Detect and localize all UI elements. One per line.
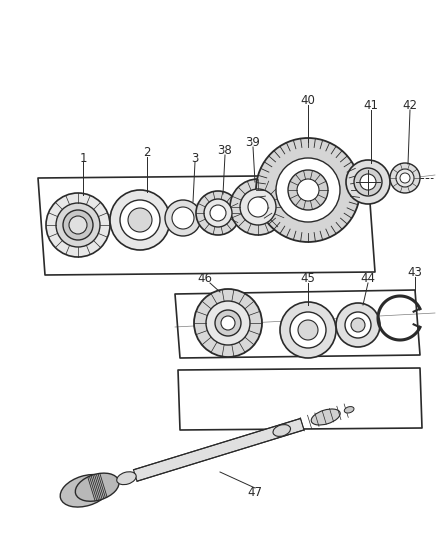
Polygon shape — [133, 418, 304, 481]
Circle shape — [230, 179, 285, 235]
Circle shape — [69, 216, 87, 234]
Circle shape — [56, 203, 100, 247]
Circle shape — [194, 289, 261, 357]
Text: 47: 47 — [247, 487, 262, 499]
Circle shape — [63, 210, 93, 240]
Circle shape — [172, 207, 194, 229]
Circle shape — [287, 170, 327, 210]
Circle shape — [209, 205, 226, 221]
Circle shape — [395, 169, 413, 187]
Circle shape — [165, 200, 201, 236]
Text: 38: 38 — [217, 143, 232, 157]
Text: 43: 43 — [406, 265, 421, 279]
Ellipse shape — [60, 474, 110, 507]
Text: 42: 42 — [402, 99, 417, 111]
Circle shape — [195, 191, 240, 235]
Circle shape — [350, 318, 364, 332]
Circle shape — [255, 138, 359, 242]
Circle shape — [276, 158, 339, 222]
Ellipse shape — [272, 425, 290, 437]
Polygon shape — [38, 175, 374, 275]
Ellipse shape — [75, 473, 119, 501]
Circle shape — [344, 312, 370, 338]
Text: 3: 3 — [191, 151, 198, 165]
Text: 2: 2 — [143, 146, 150, 158]
Polygon shape — [177, 368, 421, 430]
Circle shape — [215, 310, 240, 336]
Circle shape — [345, 160, 389, 204]
Circle shape — [297, 320, 317, 340]
Ellipse shape — [343, 407, 353, 413]
Circle shape — [120, 200, 159, 240]
Circle shape — [399, 173, 409, 183]
Text: 46: 46 — [197, 271, 212, 285]
Circle shape — [290, 312, 325, 348]
Circle shape — [240, 189, 276, 225]
Circle shape — [46, 193, 110, 257]
Circle shape — [335, 303, 379, 347]
Text: 39: 39 — [245, 135, 260, 149]
Circle shape — [220, 316, 234, 330]
Text: 44: 44 — [360, 271, 374, 285]
Polygon shape — [175, 290, 419, 358]
Circle shape — [359, 174, 375, 190]
Circle shape — [279, 302, 335, 358]
Text: 1: 1 — [79, 151, 87, 165]
Circle shape — [205, 301, 249, 345]
Circle shape — [297, 179, 318, 201]
Text: 40: 40 — [300, 93, 315, 107]
Circle shape — [389, 163, 419, 193]
Circle shape — [128, 208, 152, 232]
Circle shape — [353, 168, 381, 196]
Ellipse shape — [311, 409, 339, 425]
Circle shape — [110, 190, 170, 250]
Circle shape — [247, 197, 267, 217]
Text: 45: 45 — [300, 271, 315, 285]
Ellipse shape — [117, 472, 136, 484]
Text: 41: 41 — [363, 99, 378, 111]
Circle shape — [204, 199, 231, 227]
